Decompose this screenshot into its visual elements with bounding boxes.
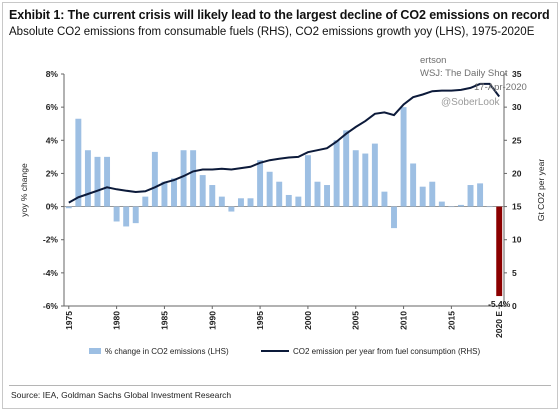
bar <box>391 206 397 229</box>
bar <box>180 150 187 207</box>
bar <box>247 198 254 207</box>
bar <box>362 153 369 207</box>
x-tick-label: 1995 <box>255 311 265 330</box>
right-tick-label: 35 <box>512 69 522 79</box>
source-note: Source: IEA, Goldman Sachs Global Invest… <box>11 390 232 400</box>
right-tick-label: 0 <box>512 301 517 311</box>
bar <box>199 175 206 207</box>
bar <box>228 206 235 212</box>
bar <box>410 163 417 207</box>
legend-label-bars: % change in CO2 emissions (LHS) <box>105 347 229 356</box>
bar <box>371 143 378 207</box>
left-tick-label: 6% <box>46 102 59 112</box>
bar <box>438 201 445 207</box>
bar <box>333 140 340 207</box>
bar <box>486 206 493 208</box>
bar <box>400 107 407 207</box>
right-tick-label: 25 <box>512 135 522 145</box>
bar <box>209 185 216 207</box>
bar <box>75 118 82 207</box>
bar <box>304 155 311 207</box>
left-axis-title: yoy % change <box>19 163 29 217</box>
bar <box>104 156 111 207</box>
legend-swatch-bars <box>89 348 101 354</box>
left-tick-label: -2% <box>43 235 59 245</box>
x-tick-label: 2000 <box>303 311 313 330</box>
bar <box>65 206 72 209</box>
bar <box>314 181 321 207</box>
x-tick-label: 2015 <box>446 311 456 330</box>
left-tick-label: 8% <box>46 69 59 79</box>
source-divider <box>9 385 551 386</box>
bar <box>276 181 283 207</box>
bar <box>352 150 359 207</box>
right-tick-label: 20 <box>512 168 522 178</box>
watermark-source: WSJ: The Daily Shot <box>420 68 508 79</box>
x-tick-label: 1985 <box>159 311 169 330</box>
bar <box>295 196 302 207</box>
bar <box>132 206 139 224</box>
bar-2020-estimate <box>496 206 503 297</box>
bar <box>257 160 264 207</box>
bar <box>429 181 436 207</box>
left-tick-label: 0% <box>46 202 59 212</box>
x-tick-label: 2005 <box>351 311 361 330</box>
bar <box>151 151 158 207</box>
annotation-label: -5.4% <box>488 299 511 309</box>
bar <box>343 130 350 207</box>
bar <box>419 186 426 207</box>
x-tick-label: 1975 <box>64 311 74 330</box>
left-tick-label: -4% <box>43 268 59 278</box>
bar <box>457 204 464 207</box>
bar <box>285 194 292 207</box>
watermark-name: ertson <box>420 55 447 66</box>
bar <box>266 171 273 207</box>
left-tick-label: -6% <box>43 301 59 311</box>
bar <box>171 178 177 207</box>
watermark-handle: @SoberLook <box>441 97 500 108</box>
right-axis-title: Gt CO2 per year <box>536 159 546 222</box>
left-tick-label: 4% <box>46 135 59 145</box>
bar <box>123 206 130 227</box>
emissions-line <box>68 82 500 204</box>
bar <box>381 191 388 207</box>
bar <box>467 185 474 207</box>
chart-subtitle: Absolute CO2 emissions from consumable f… <box>9 26 535 38</box>
bar <box>142 196 149 207</box>
chart-panel: Exhibit 1: The current crisis will likel… <box>2 2 558 409</box>
x-tick-label: 1990 <box>207 311 217 330</box>
left-tick-label: 2% <box>46 168 59 178</box>
bar <box>477 183 484 207</box>
bar <box>94 156 101 207</box>
x-tick-label: 1980 <box>112 311 122 330</box>
bar <box>190 150 197 207</box>
bar <box>237 198 244 207</box>
bar <box>218 196 225 207</box>
right-tick-label: 10 <box>512 235 522 245</box>
bar <box>84 150 91 207</box>
x-tick-label: 2020 E <box>494 311 504 338</box>
watermark-date: 17-Apr-2020 <box>474 82 527 93</box>
right-tick-label: 30 <box>512 102 522 112</box>
right-tick-label: 15 <box>512 202 522 212</box>
bar <box>161 181 168 207</box>
chart-title: Exhibit 1: The current crisis will likel… <box>9 8 550 22</box>
bar <box>448 206 455 208</box>
right-tick-label: 5 <box>512 268 517 278</box>
bar <box>113 206 120 222</box>
x-tick-label: 2010 <box>399 311 409 330</box>
legend-label-line: CO2 emission per year from fuel consumpt… <box>293 347 481 356</box>
bar <box>324 185 331 207</box>
